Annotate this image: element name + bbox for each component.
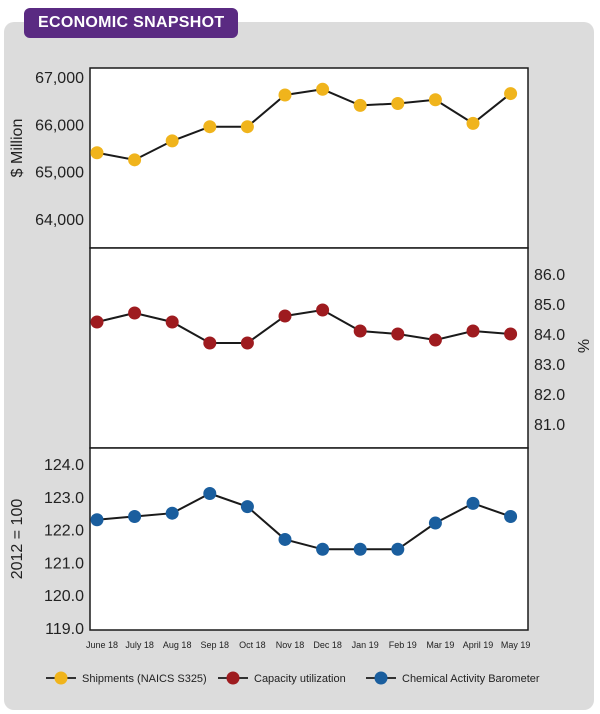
x-tick-label: Dec 18 — [313, 640, 342, 650]
barometer-ytick-label: 122.0 — [44, 523, 84, 540]
shipments-point — [428, 93, 442, 107]
capacity-point — [316, 303, 330, 317]
barometer-ytick-label: 119.0 — [45, 621, 84, 638]
barometer-point — [391, 542, 405, 556]
barometer-point — [466, 496, 480, 510]
capacity-point — [165, 315, 179, 329]
shipments-ytick-label: 65,000 — [35, 165, 84, 182]
barometer-ytick-label: 121.0 — [44, 555, 84, 572]
capacity-ytick-label: 84.0 — [534, 327, 565, 344]
barometer-point — [203, 487, 217, 501]
capacity-point — [203, 336, 217, 350]
capacity-point — [391, 327, 405, 341]
shipments-ytick-label: 64,000 — [35, 212, 84, 229]
capacity-panel — [89, 247, 529, 449]
barometer-ytick-label: 120.0 — [44, 588, 84, 605]
barometer-point — [165, 506, 179, 520]
barometer-point — [428, 516, 442, 530]
capacity-point — [504, 327, 518, 341]
capacity-ytick-label: 81.0 — [534, 417, 565, 434]
capacity-point — [428, 333, 442, 347]
capacity-ytick-label: 85.0 — [534, 297, 565, 314]
x-tick-label: April 19 — [463, 640, 494, 650]
shipments-series-line — [96, 88, 512, 161]
capacity-ytick-label: 82.0 — [534, 387, 565, 404]
capacity-ytick-label: 83.0 — [534, 357, 565, 374]
x-tick-label: Jan 19 — [352, 640, 379, 650]
x-tick-label: Aug 18 — [163, 640, 192, 650]
barometer-point — [278, 532, 292, 546]
barometer-ytick-label: 123.0 — [44, 490, 84, 507]
x-tick-label: June 18 — [86, 640, 118, 650]
section-title: ECONOMIC SNAPSHOT — [24, 8, 239, 38]
capacity-point — [90, 315, 104, 329]
x-tick-label: Feb 19 — [389, 640, 417, 650]
capacity-point — [128, 306, 142, 320]
capacity-point — [240, 336, 254, 350]
x-tick-label: Sep 18 — [201, 640, 230, 650]
legend-marker — [374, 671, 388, 685]
capacity-point — [466, 324, 480, 338]
shipments-point — [504, 87, 518, 101]
x-tick-label: Mar 19 — [426, 640, 454, 650]
capacity-point — [353, 324, 367, 338]
x-tick-label: July 18 — [125, 640, 154, 650]
legend-label: Chemical Activity Barometer — [402, 673, 540, 685]
capacity-ylabel: % — [574, 339, 591, 353]
shipments-point — [203, 120, 217, 134]
x-tick-label: Oct 18 — [239, 640, 266, 650]
x-tick-label: May 19 — [501, 640, 531, 650]
shipments-ytick-label: 66,000 — [35, 117, 84, 134]
barometer-point — [504, 509, 518, 523]
shipments-point — [353, 98, 367, 112]
barometer-point — [316, 542, 330, 556]
shipments-ytick-label: 67,000 — [35, 70, 84, 87]
shipments-point — [316, 82, 330, 96]
barometer-ytick-label: 124.0 — [44, 457, 84, 474]
barometer-point — [240, 500, 254, 514]
x-tick-label: Nov 18 — [276, 640, 305, 650]
legend-marker — [54, 671, 68, 685]
shipments-point — [240, 120, 254, 134]
barometer-ylabel: 2012 = 100 — [9, 499, 26, 580]
legend-marker — [226, 671, 240, 685]
legend-label: Capacity utilization — [254, 673, 346, 685]
capacity-ytick-label: 86.0 — [534, 267, 565, 284]
shipments-panel — [89, 67, 529, 249]
shipments-point — [90, 146, 104, 160]
barometer-point — [90, 513, 104, 527]
barometer-point — [128, 509, 142, 523]
legend-label: Shipments (NAICS S325) — [82, 673, 207, 685]
shipments-point — [278, 88, 292, 102]
barometer-panel — [89, 447, 529, 631]
shipments-point — [128, 153, 142, 167]
shipments-ylabel: $ Million — [9, 119, 26, 178]
shipments-point — [466, 116, 480, 130]
capacity-point — [278, 309, 292, 323]
shipments-point — [165, 134, 179, 148]
barometer-point — [353, 542, 367, 556]
shipments-point — [391, 97, 405, 111]
